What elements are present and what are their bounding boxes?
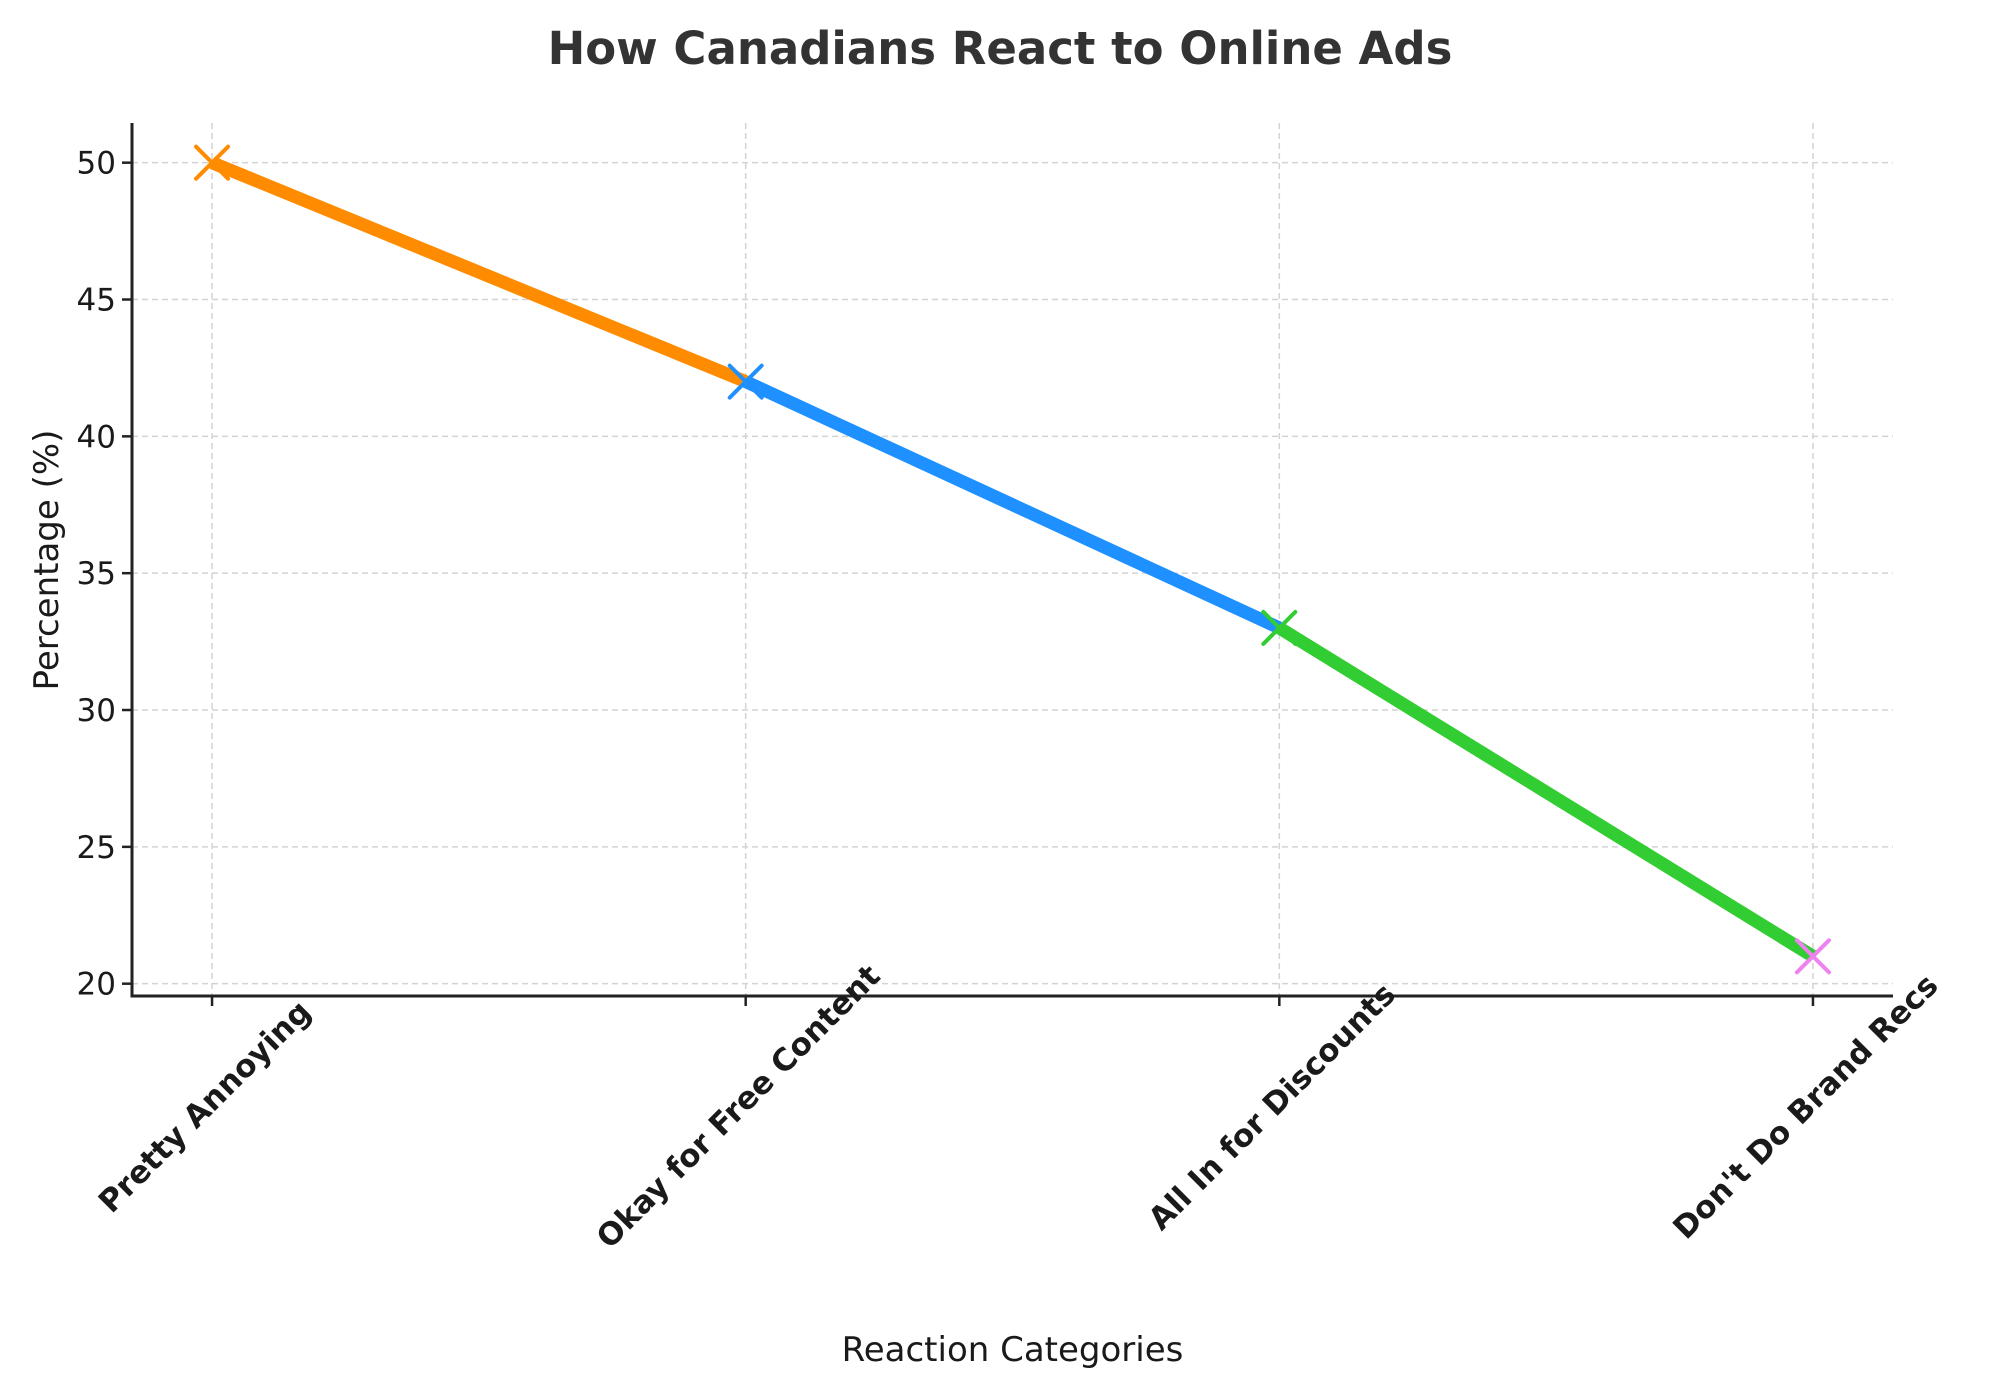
y-tick-label: 50: [77, 146, 116, 182]
x-marker-icon: [1261, 609, 1298, 646]
grid-lines: [132, 123, 1893, 996]
x-tick-label: Okay for Free Content: [590, 958, 888, 1256]
y-axis-label: Percentage (%): [27, 429, 67, 691]
y-tick-label: 30: [77, 693, 116, 729]
x-marker-icon: [194, 144, 231, 181]
y-tick-label: 45: [77, 283, 116, 319]
x-axis-ticks: Pretty Annoying Okay for Free Content All …: [92, 958, 1946, 1256]
y-axis-ticks: 20 25 30 35 40 45 50: [77, 146, 132, 1003]
x-marker-icon: [1794, 938, 1831, 975]
x-axis-label: Reaction Categories: [841, 1330, 1184, 1370]
data-markers: [194, 144, 1831, 975]
line-segment: [209, 156, 749, 388]
x-marker-icon: [727, 363, 764, 400]
y-tick-label: 40: [77, 419, 116, 455]
data-line-segments: [209, 156, 1817, 962]
x-tick-label: Pretty Annoying: [92, 994, 318, 1220]
y-tick-label: 20: [77, 967, 116, 1003]
y-tick-label: 25: [77, 830, 116, 866]
line-segment: [742, 375, 1283, 634]
x-tick-label: Don't Do Brand Recs: [1666, 967, 1945, 1246]
y-tick-label: 35: [77, 556, 116, 592]
x-tick-label: All In for Discounts: [1142, 976, 1403, 1237]
line-segment: [1275, 622, 1817, 962]
axes-spines: [130, 123, 1893, 998]
chart-title: How Canadians React to Online Ads: [547, 22, 1453, 75]
